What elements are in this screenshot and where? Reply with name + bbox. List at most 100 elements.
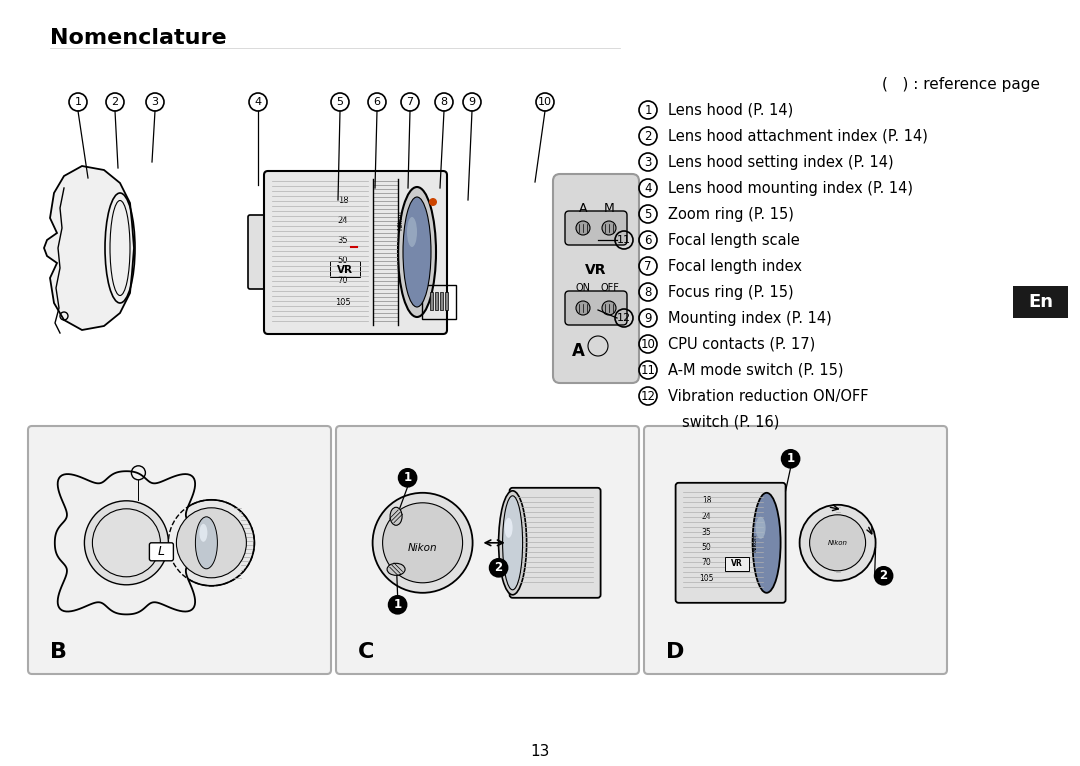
FancyBboxPatch shape xyxy=(1013,286,1068,318)
Circle shape xyxy=(429,198,437,206)
Text: D: D xyxy=(666,642,685,662)
Text: 50: 50 xyxy=(702,543,712,552)
Text: 1: 1 xyxy=(786,452,795,465)
Text: Nomenclature: Nomenclature xyxy=(50,28,227,48)
Circle shape xyxy=(168,499,255,586)
Text: 1: 1 xyxy=(645,103,651,116)
Text: 6: 6 xyxy=(374,97,380,107)
Ellipse shape xyxy=(499,491,527,595)
Text: Focal length index: Focal length index xyxy=(669,258,802,273)
Text: Lens hood attachment index (P. 14): Lens hood attachment index (P. 14) xyxy=(669,129,928,143)
Text: 2: 2 xyxy=(879,569,888,582)
Text: En: En xyxy=(1028,293,1053,311)
Text: Focus ring (P. 15): Focus ring (P. 15) xyxy=(669,284,794,300)
Text: ON: ON xyxy=(576,283,591,293)
Text: 1: 1 xyxy=(393,598,402,611)
FancyBboxPatch shape xyxy=(565,211,627,245)
Circle shape xyxy=(576,301,590,315)
Text: VR: VR xyxy=(585,263,607,277)
FancyBboxPatch shape xyxy=(440,292,443,310)
Text: 35: 35 xyxy=(338,235,349,244)
Text: 4: 4 xyxy=(645,182,651,195)
Circle shape xyxy=(810,515,865,571)
FancyBboxPatch shape xyxy=(510,488,600,597)
Text: 9: 9 xyxy=(469,97,475,107)
Text: Nikon: Nikon xyxy=(397,210,403,230)
Text: 11: 11 xyxy=(617,235,631,245)
Text: 12: 12 xyxy=(640,389,656,402)
Ellipse shape xyxy=(756,517,766,538)
Text: 4: 4 xyxy=(255,97,261,107)
Text: switch (P. 16): switch (P. 16) xyxy=(681,414,780,430)
Text: (   ) : reference page: ( ) : reference page xyxy=(882,77,1040,91)
Ellipse shape xyxy=(502,496,523,590)
Text: Vibration reduction ON/OFF: Vibration reduction ON/OFF xyxy=(669,388,868,404)
Text: 13: 13 xyxy=(530,745,550,760)
Text: 9: 9 xyxy=(645,312,651,325)
FancyBboxPatch shape xyxy=(248,215,274,289)
Circle shape xyxy=(373,493,473,593)
Text: Focal length scale: Focal length scale xyxy=(669,233,800,247)
Text: 12: 12 xyxy=(617,313,631,323)
Text: 105: 105 xyxy=(335,297,351,306)
Text: L: L xyxy=(158,545,165,558)
Text: 5: 5 xyxy=(337,97,343,107)
Circle shape xyxy=(602,301,616,315)
Text: 2: 2 xyxy=(495,561,502,574)
Text: 5: 5 xyxy=(645,208,651,221)
Text: B: B xyxy=(50,642,67,662)
Text: 2: 2 xyxy=(645,129,651,142)
Text: Nikon: Nikon xyxy=(752,534,757,552)
Text: Lens hood (P. 14): Lens hood (P. 14) xyxy=(669,103,793,117)
Text: 2: 2 xyxy=(111,97,119,107)
Text: OFF: OFF xyxy=(600,283,620,293)
Text: Nikon: Nikon xyxy=(408,543,437,553)
Text: 10: 10 xyxy=(538,97,552,107)
FancyBboxPatch shape xyxy=(435,292,438,310)
Text: 1: 1 xyxy=(404,471,411,484)
Circle shape xyxy=(84,501,168,584)
Text: CPU contacts (P. 17): CPU contacts (P. 17) xyxy=(669,336,815,352)
Text: 105: 105 xyxy=(700,574,714,583)
Circle shape xyxy=(489,559,508,577)
Text: 24: 24 xyxy=(702,512,712,522)
Text: 18: 18 xyxy=(702,496,712,506)
Text: Mounting index (P. 14): Mounting index (P. 14) xyxy=(669,310,832,326)
FancyBboxPatch shape xyxy=(336,426,639,674)
Text: 3: 3 xyxy=(645,155,651,169)
Text: 11: 11 xyxy=(640,364,656,377)
Polygon shape xyxy=(44,166,134,330)
Ellipse shape xyxy=(399,187,436,317)
Polygon shape xyxy=(55,471,198,614)
Text: 8: 8 xyxy=(645,286,651,299)
Circle shape xyxy=(389,596,406,614)
FancyBboxPatch shape xyxy=(725,557,748,571)
Text: VR: VR xyxy=(337,265,353,275)
Circle shape xyxy=(399,469,417,487)
Circle shape xyxy=(875,567,892,584)
Text: 50: 50 xyxy=(338,256,348,264)
Text: Zoom ring (P. 15): Zoom ring (P. 15) xyxy=(669,207,794,221)
Ellipse shape xyxy=(504,518,513,538)
Text: A: A xyxy=(571,342,584,360)
Circle shape xyxy=(576,221,590,235)
Text: A: A xyxy=(579,201,588,214)
Text: 7: 7 xyxy=(645,260,651,273)
FancyBboxPatch shape xyxy=(565,291,627,325)
FancyBboxPatch shape xyxy=(430,292,433,310)
Text: 8: 8 xyxy=(441,97,447,107)
Circle shape xyxy=(602,221,616,235)
Circle shape xyxy=(799,505,876,581)
Text: M: M xyxy=(604,201,615,214)
FancyBboxPatch shape xyxy=(149,543,174,561)
Text: 70: 70 xyxy=(338,276,349,284)
Circle shape xyxy=(382,502,462,583)
Text: Lens hood setting index (P. 14): Lens hood setting index (P. 14) xyxy=(669,155,893,169)
Text: 18: 18 xyxy=(338,195,349,205)
Text: 7: 7 xyxy=(406,97,414,107)
Text: 24: 24 xyxy=(338,215,348,224)
FancyBboxPatch shape xyxy=(28,426,330,674)
FancyBboxPatch shape xyxy=(264,171,447,334)
Ellipse shape xyxy=(200,524,207,542)
Text: Lens hood mounting index (P. 14): Lens hood mounting index (P. 14) xyxy=(669,181,913,195)
